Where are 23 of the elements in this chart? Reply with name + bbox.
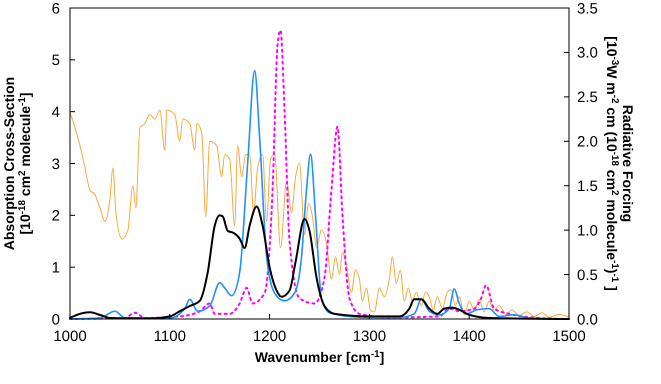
- y-tick-label: 1: [52, 259, 60, 276]
- y-tick-label: 6: [52, 0, 60, 18]
- y2-tick-label: 1.5: [577, 178, 598, 195]
- line-series: [70, 110, 570, 318]
- y2-tick-label: 2.0: [577, 134, 598, 151]
- y-tick-label: 2: [52, 208, 60, 225]
- x-tick-label: 1000: [53, 328, 87, 345]
- x-tick-label: 1200: [252, 328, 286, 345]
- y2-tick-label: 1.0: [577, 222, 598, 240]
- y2-tick-label: 2.5: [577, 89, 598, 106]
- y-tick-label: 4: [52, 104, 60, 121]
- x-tick-label: 1500: [552, 328, 586, 345]
- y2-tick-label: 3.5: [577, 0, 598, 18]
- y-tick-label: 3: [52, 156, 60, 173]
- x-axis-title: Wavenumber [cm$^{-1}$]: [254, 348, 384, 365]
- y2-tick-label: 3.0: [577, 44, 598, 62]
- x-tick-label: 1100: [154, 328, 186, 345]
- y-tick-label: 0: [52, 311, 60, 328]
- x-tick-label: 1400: [452, 328, 486, 345]
- x-tick-label: 1300: [352, 328, 386, 345]
- y2-tick-label: 0.0: [577, 311, 598, 328]
- y-tick-label: 5: [52, 52, 60, 70]
- y2-tick-label: 0.5: [577, 266, 598, 284]
